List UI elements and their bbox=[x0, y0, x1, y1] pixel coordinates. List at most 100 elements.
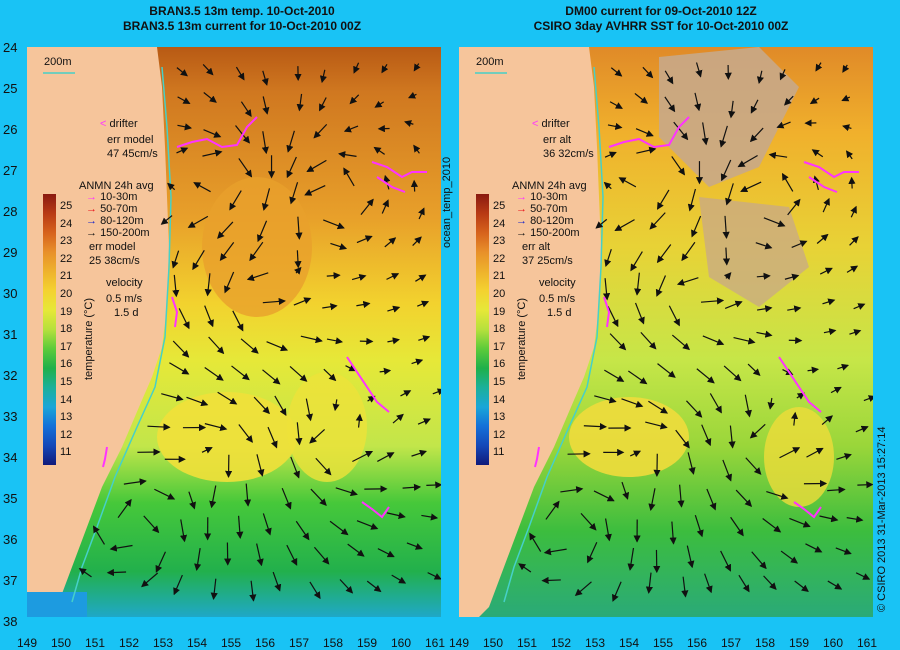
velocity-arrow bbox=[686, 545, 695, 569]
velocity-arrow bbox=[417, 418, 431, 425]
velocity-arrow bbox=[417, 300, 430, 308]
velocity-arrow bbox=[360, 198, 374, 216]
velocity-arrow bbox=[543, 548, 567, 556]
velocity-arrow bbox=[253, 396, 270, 415]
velocity-arrow bbox=[188, 491, 196, 510]
velocity-arrow bbox=[123, 478, 147, 486]
velocity-arrow bbox=[326, 272, 341, 280]
velocity-arrow bbox=[332, 399, 340, 412]
velocity-arrow bbox=[246, 272, 269, 282]
velocity-arrow bbox=[415, 274, 427, 282]
colorbar-tick-label: 13 bbox=[60, 411, 73, 424]
velocity-arrow bbox=[293, 297, 312, 306]
colorbar-tick-label: 23 bbox=[493, 235, 506, 248]
velocity-arrow bbox=[256, 543, 264, 567]
velocity-arrow bbox=[295, 422, 303, 446]
velocity-arrow bbox=[607, 306, 619, 328]
right-err-title: err alt bbox=[543, 134, 572, 146]
velocity-arrow bbox=[309, 581, 321, 600]
velocity-arrow bbox=[203, 129, 222, 138]
velocity-arrow bbox=[201, 446, 213, 454]
velocity-arrow bbox=[755, 242, 773, 250]
velocity-arrow bbox=[574, 581, 592, 597]
velocity-arrow bbox=[790, 411, 799, 426]
velocity-arrow bbox=[700, 297, 725, 305]
velocity-arrow bbox=[819, 515, 839, 523]
velocity-arrow bbox=[295, 216, 303, 240]
right-velocity-days: 1.5 d bbox=[547, 307, 572, 319]
depth-legend-item: → 50-70m bbox=[516, 203, 567, 215]
drifter-track bbox=[346, 356, 390, 413]
velocity-arrow bbox=[249, 580, 257, 602]
velocity-arrow bbox=[687, 188, 697, 212]
x-tick-label: 151 bbox=[84, 636, 106, 650]
drifter-marker-icon: < bbox=[532, 118, 539, 130]
velocity-arrow bbox=[384, 237, 397, 248]
depth-legend-item: → 80-120m bbox=[516, 215, 573, 227]
velocity-arrow bbox=[387, 305, 401, 313]
right-err2-value: 37 25cm/s bbox=[522, 255, 573, 267]
depth-arrow-icon: → bbox=[86, 203, 101, 215]
colorbar-tick-label: 13 bbox=[493, 411, 506, 424]
velocity-arrow bbox=[695, 62, 703, 78]
velocity-arrow bbox=[610, 67, 623, 77]
velocity-arrow bbox=[224, 271, 235, 294]
velocity-arrow bbox=[256, 454, 265, 477]
velocity-arrow bbox=[413, 63, 421, 72]
velocity-arrow bbox=[187, 215, 209, 228]
drifter-track bbox=[361, 501, 390, 519]
depth-arrow-icon: → bbox=[86, 191, 101, 203]
velocity-arrow bbox=[304, 185, 326, 196]
right-map-panel bbox=[459, 47, 873, 617]
velocity-arrow bbox=[849, 329, 862, 336]
velocity-arrow bbox=[345, 364, 357, 372]
colorbar-tick-label: 20 bbox=[60, 288, 73, 300]
velocity-arrow bbox=[432, 388, 441, 396]
velocity-arrow bbox=[261, 188, 271, 211]
velocity-arrow bbox=[756, 305, 773, 313]
colorbar-tick-label: 18 bbox=[60, 323, 73, 336]
velocity-arrow bbox=[586, 541, 598, 564]
right-colorbar bbox=[476, 194, 489, 465]
colorbar-tick-label: 15 bbox=[60, 376, 73, 388]
y-tick-label: 36 bbox=[3, 532, 18, 547]
velocity-arrow bbox=[830, 386, 842, 394]
velocity-arrow bbox=[701, 122, 709, 146]
colorbar-tick-label: 24 bbox=[60, 217, 73, 230]
right-velocity-scale: 0.5 m/s bbox=[539, 293, 576, 305]
velocity-arrow bbox=[154, 488, 176, 500]
velocity-arrow bbox=[243, 483, 252, 507]
velocity-arrow bbox=[177, 123, 192, 131]
velocity-arrow bbox=[634, 302, 645, 325]
velocity-arrow bbox=[78, 568, 92, 578]
velocity-arrow bbox=[706, 488, 717, 511]
velocity-arrow bbox=[789, 517, 811, 528]
x-tick-label: 150 bbox=[482, 636, 504, 650]
velocity-arrow bbox=[722, 247, 731, 266]
depth-arrow-icon: → bbox=[86, 215, 101, 227]
left-title-2: BRAN3.5 13m current for 10-Oct-2010 00Z bbox=[122, 19, 362, 33]
velocity-arrow bbox=[235, 66, 245, 81]
drifter-track bbox=[803, 161, 859, 179]
colorbar-tick-label: 17 bbox=[493, 340, 506, 353]
velocity-arrow bbox=[286, 130, 295, 153]
velocity-arrow bbox=[171, 250, 180, 269]
velocity-arrow bbox=[202, 149, 223, 157]
y-tick-label: 29 bbox=[3, 245, 18, 260]
velocity-arrow bbox=[780, 550, 799, 564]
velocity-arrow bbox=[541, 576, 561, 585]
velocity-arrow bbox=[648, 400, 669, 414]
velocity-arrow bbox=[762, 518, 782, 533]
velocity-arrow bbox=[845, 150, 854, 160]
left-err-title: err model bbox=[107, 134, 154, 146]
velocity-arrow bbox=[319, 69, 327, 84]
drifter-track bbox=[808, 176, 838, 193]
velocity-arrow bbox=[406, 542, 423, 550]
right-title-2: CSIRO 3day AVHRR SST for 10-Oct-2010 00Z bbox=[533, 19, 789, 33]
velocity-arrow bbox=[846, 265, 859, 273]
velocity-arrow bbox=[749, 127, 764, 143]
velocity-arrow bbox=[787, 198, 801, 216]
depth-legend-label: 80-120m bbox=[100, 215, 144, 227]
y-tick-label: 32 bbox=[3, 368, 18, 383]
x-tick-label: 161 bbox=[856, 636, 878, 650]
